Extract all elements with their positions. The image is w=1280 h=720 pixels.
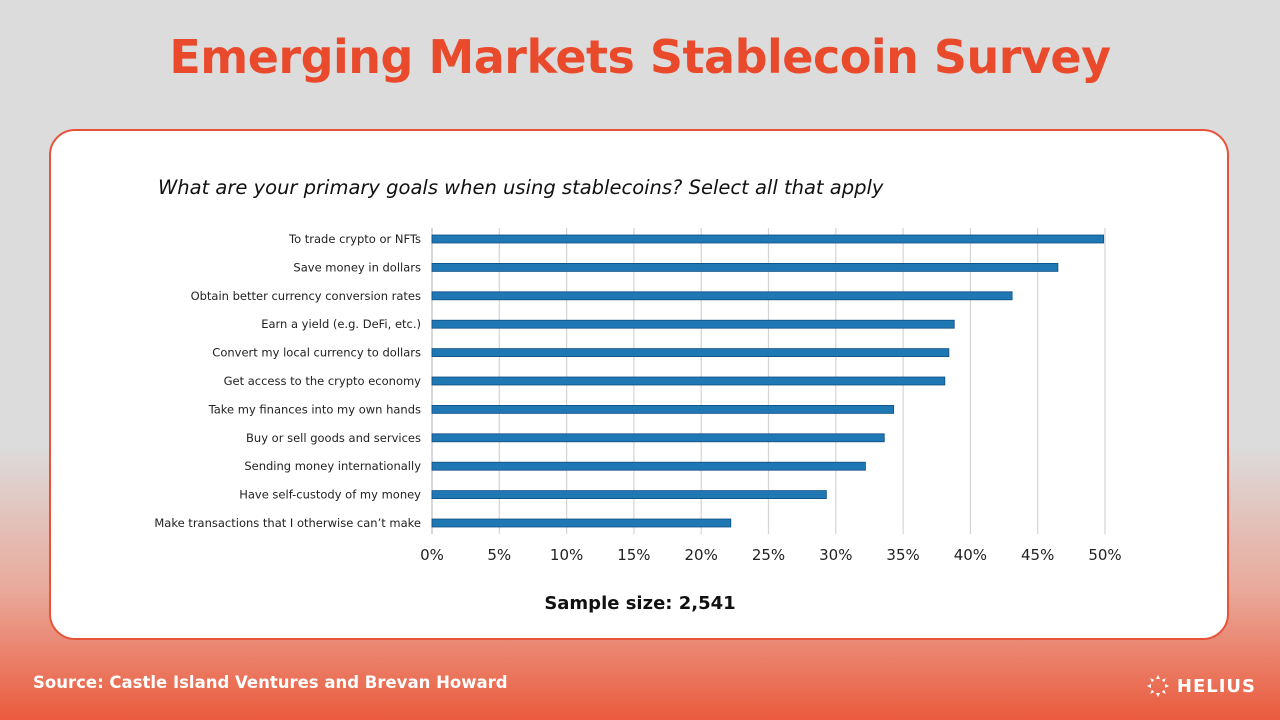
category-label: Buy or sell goods and services xyxy=(246,431,421,445)
bar xyxy=(431,490,827,500)
bar xyxy=(431,234,1105,244)
bar xyxy=(431,433,885,443)
category-label: Have self-custody of my money xyxy=(239,488,421,502)
x-tick-label: 20% xyxy=(685,546,718,564)
bar xyxy=(431,262,1059,272)
brand-logo: HELIUS xyxy=(1146,674,1256,698)
sample-size: Sample size: 2,541 xyxy=(544,593,736,614)
survey-question: What are your primary goals when using s… xyxy=(158,176,884,199)
x-tick-label: 50% xyxy=(1088,546,1121,564)
x-tick-label: 5% xyxy=(487,546,511,564)
bars xyxy=(431,234,1105,528)
x-tick-label: 15% xyxy=(617,546,650,564)
sun-burst-icon xyxy=(1146,675,1169,697)
bar xyxy=(431,461,866,471)
category-label: To trade crypto or NFTs xyxy=(288,232,421,246)
category-label: Convert my local currency to dollars xyxy=(212,346,421,360)
x-tick-labels: 0% 5% 10% 15% 20% 25% 30% 35% 40% 45% 50% xyxy=(420,546,1122,564)
x-tick-label: 25% xyxy=(752,546,785,564)
x-tick-label: 0% xyxy=(420,546,444,564)
x-tick-label: 45% xyxy=(1021,546,1054,564)
bar xyxy=(431,348,950,358)
brand-name: HELIUS xyxy=(1176,675,1256,697)
x-tick-label: 30% xyxy=(819,546,852,564)
source-note: Source: Castle Island Ventures and Breva… xyxy=(33,673,508,692)
bar xyxy=(431,319,955,329)
category-label: Earn a yield (e.g. DeFi, etc.) xyxy=(261,317,421,331)
category-label: Take my finances into my own hands xyxy=(208,402,421,416)
category-label: Get access to the crypto economy xyxy=(224,374,422,388)
bar xyxy=(431,404,895,414)
category-label: Save money in dollars xyxy=(293,260,421,274)
x-tick-label: 35% xyxy=(886,546,919,564)
x-tick-label: 40% xyxy=(954,546,987,564)
bar xyxy=(431,376,946,386)
category-label: Make transactions that I otherwise can’t… xyxy=(154,516,421,530)
bar xyxy=(431,291,1013,301)
category-label: Sending money internationally xyxy=(244,459,421,473)
x-tick-label: 10% xyxy=(550,546,583,564)
slide-title: Emerging Markets Stablecoin Survey xyxy=(169,30,1111,84)
category-labels: To trade crypto or NFTs Save money in dol… xyxy=(154,232,421,530)
bar xyxy=(431,518,732,528)
category-label: Obtain better currency conversion rates xyxy=(191,289,421,303)
